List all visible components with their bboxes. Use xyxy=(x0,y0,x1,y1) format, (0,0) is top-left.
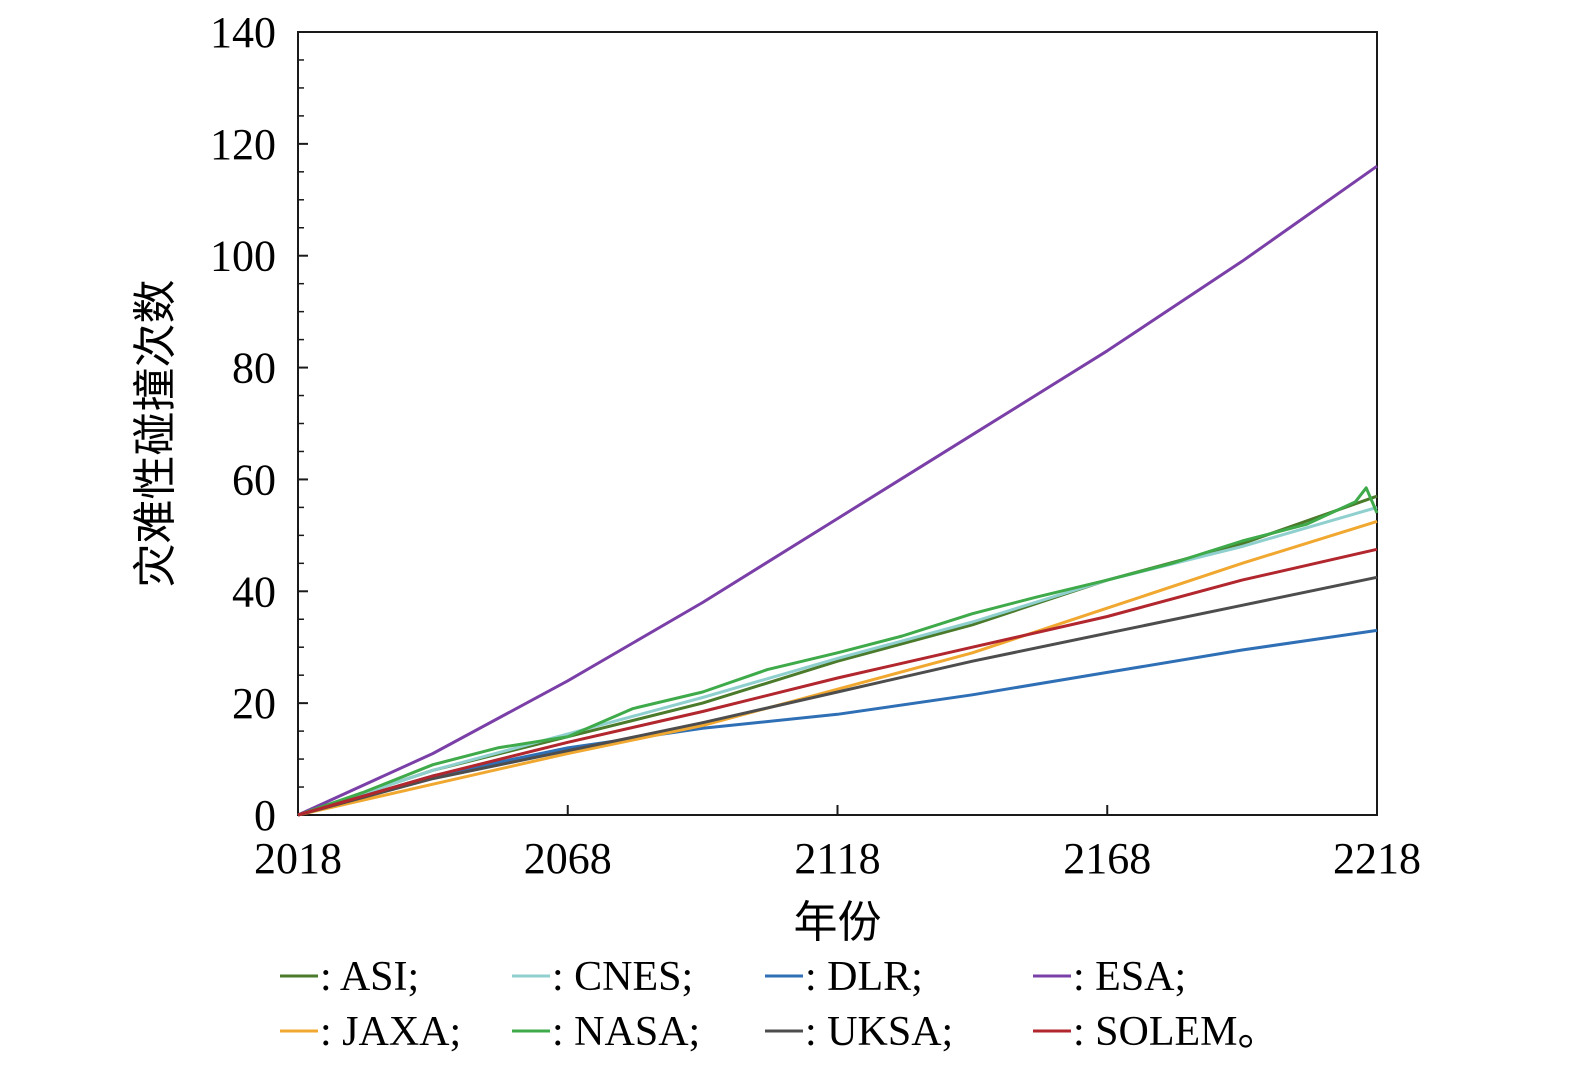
legend-label: : ASI; xyxy=(320,954,419,1000)
legend-label: : NASA; xyxy=(552,1009,700,1055)
y-tick-label: 40 xyxy=(232,567,276,616)
plot-area xyxy=(297,31,1378,816)
series-line-6 xyxy=(297,575,1378,817)
y-axis: 0 20 40 60 80 100 120 140 xyxy=(210,8,308,840)
legend-label: : SOLEM。 xyxy=(1073,1009,1280,1055)
x-tick-label: 2168 xyxy=(1063,834,1151,883)
x-tick-label: 2018 xyxy=(254,834,342,883)
legend-label: : UKSA; xyxy=(805,1009,953,1055)
legend-label: : JAXA; xyxy=(320,1009,461,1055)
x-tick-label: 2118 xyxy=(794,834,880,883)
y-tick-label: 120 xyxy=(210,120,276,169)
series-line-3 xyxy=(297,164,1378,817)
y-tick-label: 100 xyxy=(210,232,276,281)
y-tick-label: 60 xyxy=(232,455,276,504)
series-line-5 xyxy=(297,486,1379,817)
legend: : ASI; : CNES; : DLR; : ESA; : JAXA; : NASA;:… xyxy=(280,954,1280,1055)
series-line-2 xyxy=(297,628,1378,817)
y-tick-label: 20 xyxy=(232,679,276,728)
x-axis-title: 年份 xyxy=(794,897,882,948)
series-line-7 xyxy=(297,547,1378,817)
y-tick-label: 140 xyxy=(210,8,276,57)
series-line-4 xyxy=(297,519,1378,817)
x-tick-label: 2068 xyxy=(524,834,612,883)
legend-label: : CNES; xyxy=(552,954,693,1000)
y-tick-label: 80 xyxy=(232,344,276,393)
series-line-1 xyxy=(297,505,1378,817)
x-tick-label: 2218 xyxy=(1333,834,1421,883)
y-axis-title: 灾难性碰撞次数 xyxy=(130,280,181,588)
legend-label: : DLR; xyxy=(805,954,923,1000)
series-layer xyxy=(297,164,1379,817)
plot-frame xyxy=(297,31,1378,816)
legend-label: : ESA; xyxy=(1073,954,1186,1000)
y-tick-label: 0 xyxy=(254,791,276,840)
x-axis: 2018 2068 2118 2168 2218 xyxy=(254,805,1421,883)
